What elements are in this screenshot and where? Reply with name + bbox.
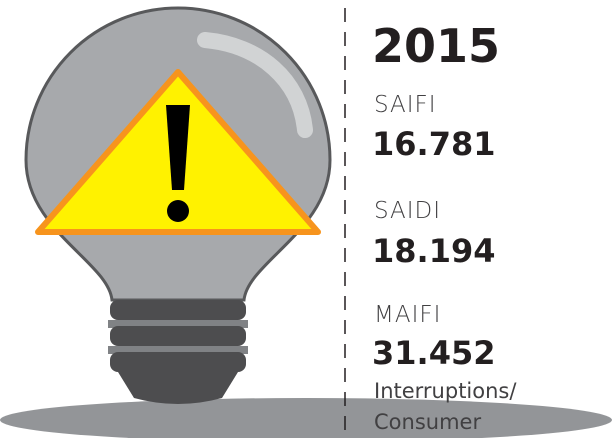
ground-shadow — [0, 398, 612, 438]
infographic: 2015 SAIFI 16.781 SAIDI 18.194 MAIFI 31.… — [0, 0, 613, 438]
exclamation-dot — [167, 200, 189, 222]
metric-label: MAIFI — [374, 302, 441, 328]
metric-label: SAIDI — [374, 198, 441, 224]
base-band — [110, 352, 246, 372]
metric-value: 31.452 — [372, 334, 495, 372]
metric-value: 16.781 — [372, 125, 495, 163]
year: 2015 — [372, 19, 500, 73]
bulb — [26, 8, 330, 404]
base-band — [110, 300, 246, 320]
unit-line: Consumer — [374, 410, 481, 434]
metric-label: SAIFI — [374, 92, 437, 118]
base-band — [110, 326, 246, 346]
metric-value: 18.194 — [372, 232, 495, 270]
unit-line: Interruptions/ — [374, 379, 517, 403]
